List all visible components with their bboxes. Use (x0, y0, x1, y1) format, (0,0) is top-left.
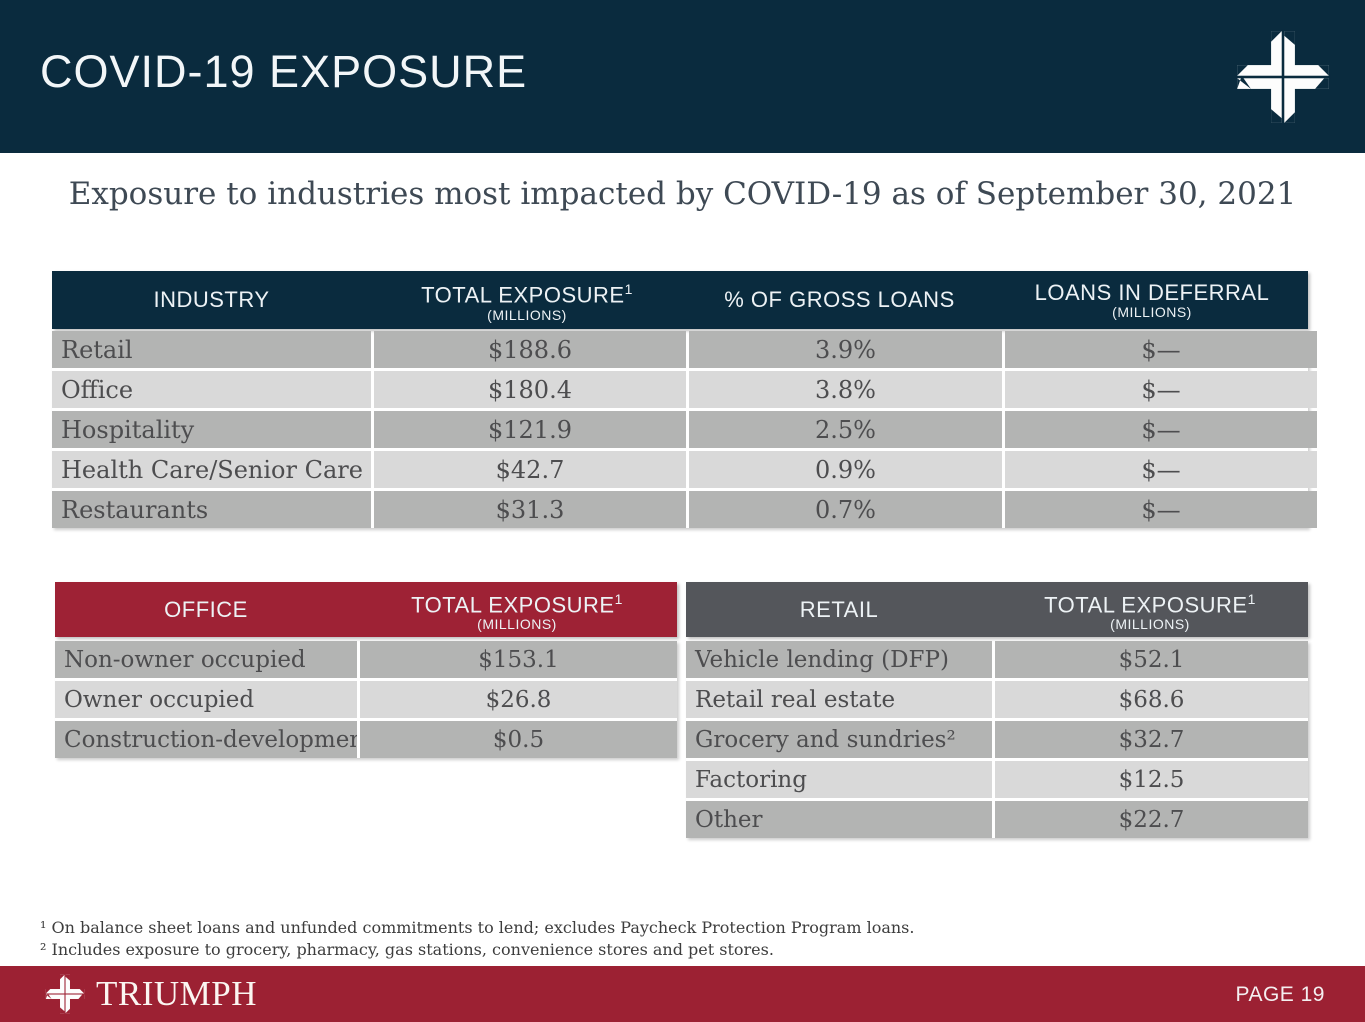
page-number: PAGE 19 (1235, 983, 1325, 1006)
col-header-retail: RETAIL (799, 596, 879, 622)
triumph-cross-icon (1235, 29, 1331, 125)
slide-subtitle: Exposure to industries most impacted by … (68, 176, 1297, 212)
footnote-1: ¹ On balance sheet loans and unfunded co… (40, 918, 915, 937)
col-header-industry: INDUSTRY (153, 287, 270, 312)
footnote-2: ² Includes exposure to grocery, pharmacy… (40, 940, 774, 959)
triumph-cross-icon (45, 974, 85, 1014)
col-header-gross-loans: % OF GROSS LOANS (724, 287, 955, 312)
exposure-table-body: Retail $188.6 3.9% $— Office $180.4 3.8%… (52, 331, 1317, 528)
exposure-table-header: INDUSTRY TOTAL EXPOSURE1 (MILLIONS) % OF… (52, 271, 1308, 329)
slide-header-banner: COVID-19 EXPOSURE (0, 0, 1365, 153)
col-header-retail-total-exposure: TOTAL EXPOSURE1 (MILLIONS) (1044, 590, 1256, 633)
footnotes: ¹ On balance sheet loans and unfunded co… (40, 917, 914, 961)
retail-table-body: Vehicle lending (DFP) $52.1 Retail real … (686, 641, 1308, 838)
col-header-office: OFFICE (164, 596, 248, 622)
slide-footer: TRIUMPH PAGE 19 (0, 966, 1365, 1022)
office-table-body: Non-owner occupied $153.1 Owner occupied… (55, 641, 677, 758)
office-table-header: OFFICE TOTAL EXPOSURE1 (MILLIONS) (55, 582, 677, 637)
col-header-total-exposure: TOTAL EXPOSURE1 (MILLIONS) (421, 281, 633, 323)
page-title: COVID-19 EXPOSURE (40, 46, 528, 97)
col-header-loans-in-deferral: LOANS IN DEFERRAL (MILLIONS) (1034, 279, 1270, 320)
brand-name: TRIUMPH (96, 974, 258, 1013)
retail-table-header: RETAIL TOTAL EXPOSURE1 (MILLIONS) (686, 582, 1308, 637)
col-header-office-total-exposure: TOTAL EXPOSURE1 (MILLIONS) (411, 590, 623, 633)
triumph-logo: TRIUMPH (42, 971, 257, 1017)
